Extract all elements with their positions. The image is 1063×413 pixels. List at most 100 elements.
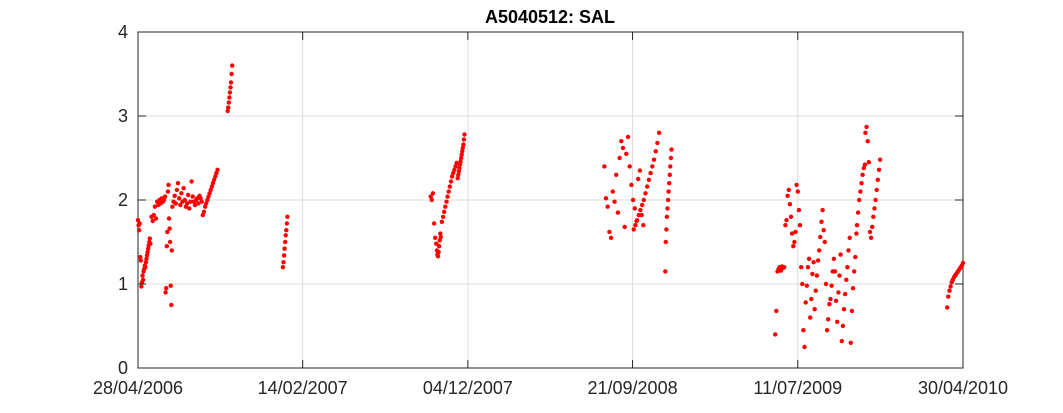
data-point bbox=[163, 290, 168, 295]
data-point bbox=[859, 181, 864, 186]
data-point bbox=[666, 189, 671, 194]
data-point bbox=[444, 199, 449, 204]
data-point bbox=[210, 181, 216, 186]
data-point bbox=[791, 244, 796, 249]
data-point bbox=[877, 157, 883, 162]
data-point bbox=[806, 256, 812, 261]
data-point bbox=[822, 239, 827, 245]
data-point bbox=[774, 308, 779, 314]
data-point bbox=[135, 218, 141, 223]
data-point bbox=[809, 296, 814, 302]
data-point bbox=[641, 197, 646, 203]
data-point bbox=[948, 284, 953, 289]
data-point bbox=[461, 142, 466, 147]
data-point bbox=[462, 132, 467, 137]
data-point bbox=[153, 216, 159, 221]
data-point bbox=[447, 184, 452, 189]
data-point bbox=[668, 164, 673, 169]
data-point bbox=[189, 179, 194, 184]
data-point bbox=[839, 338, 844, 344]
data-point bbox=[812, 307, 817, 312]
data-point bbox=[615, 210, 621, 215]
data-point bbox=[182, 197, 187, 203]
data-point bbox=[788, 214, 794, 219]
data-point bbox=[204, 201, 209, 206]
data-point bbox=[434, 241, 439, 246]
data-point bbox=[285, 214, 290, 219]
data-point bbox=[152, 204, 158, 209]
data-point bbox=[282, 246, 287, 251]
data-point bbox=[947, 288, 952, 293]
data-point bbox=[186, 192, 191, 198]
data-point bbox=[622, 224, 627, 230]
data-point bbox=[460, 145, 465, 151]
data-point bbox=[787, 202, 793, 207]
data-point bbox=[429, 197, 434, 203]
data-point bbox=[229, 71, 234, 77]
data-point bbox=[145, 249, 150, 255]
data-point bbox=[442, 209, 447, 214]
data-point bbox=[228, 85, 233, 90]
data-point bbox=[846, 248, 851, 253]
data-point bbox=[837, 273, 842, 278]
data-point bbox=[198, 196, 203, 201]
data-point bbox=[663, 269, 668, 274]
data-point bbox=[655, 140, 660, 146]
data-point bbox=[630, 197, 636, 203]
data-point bbox=[284, 228, 289, 233]
data-point bbox=[281, 260, 286, 265]
data-point bbox=[448, 179, 454, 184]
data-point bbox=[641, 223, 646, 228]
data-point bbox=[648, 170, 653, 176]
data-point bbox=[138, 258, 143, 263]
data-point bbox=[183, 204, 189, 209]
data-point bbox=[848, 340, 853, 345]
data-point bbox=[863, 130, 868, 135]
data-point bbox=[799, 265, 804, 270]
data-point bbox=[200, 212, 205, 218]
data-point bbox=[842, 291, 848, 297]
data-point bbox=[211, 177, 217, 182]
data-point bbox=[230, 63, 235, 68]
data-point bbox=[946, 294, 951, 299]
data-point bbox=[794, 182, 799, 188]
data-point bbox=[824, 328, 830, 333]
data-point bbox=[634, 218, 640, 223]
data-point bbox=[844, 277, 849, 282]
data-point bbox=[137, 221, 142, 226]
x-tick-label: 21/09/2008 bbox=[588, 378, 678, 398]
data-point bbox=[833, 298, 839, 303]
data-point bbox=[625, 134, 631, 140]
data-point bbox=[629, 182, 634, 188]
data-point bbox=[960, 260, 966, 266]
axis-ticks: 28/04/2006 14/02/2007 04/12/2007 21/09/2008… bbox=[93, 22, 1008, 398]
data-point bbox=[440, 214, 446, 219]
data-point bbox=[818, 234, 823, 240]
data-point bbox=[144, 253, 150, 258]
data-point bbox=[173, 201, 178, 206]
data-point bbox=[188, 199, 193, 204]
data-point bbox=[435, 254, 441, 259]
data-point bbox=[280, 265, 286, 270]
data-point bbox=[841, 307, 847, 312]
data-point bbox=[815, 258, 821, 263]
data-point bbox=[449, 174, 455, 179]
data-point bbox=[867, 229, 873, 235]
data-point bbox=[633, 223, 638, 228]
data-point bbox=[199, 199, 204, 204]
data-point bbox=[784, 218, 789, 223]
data-point bbox=[162, 194, 168, 199]
data-point bbox=[164, 244, 169, 249]
gridlines bbox=[137, 31, 964, 369]
data-point bbox=[166, 182, 171, 188]
data-point bbox=[820, 207, 825, 213]
data-point bbox=[840, 323, 846, 329]
data-point bbox=[669, 147, 674, 152]
data-point bbox=[438, 231, 443, 236]
data-point bbox=[855, 210, 861, 215]
data-point bbox=[617, 155, 622, 161]
data-point bbox=[181, 186, 186, 191]
data-point bbox=[151, 212, 156, 218]
data-point bbox=[638, 207, 643, 213]
